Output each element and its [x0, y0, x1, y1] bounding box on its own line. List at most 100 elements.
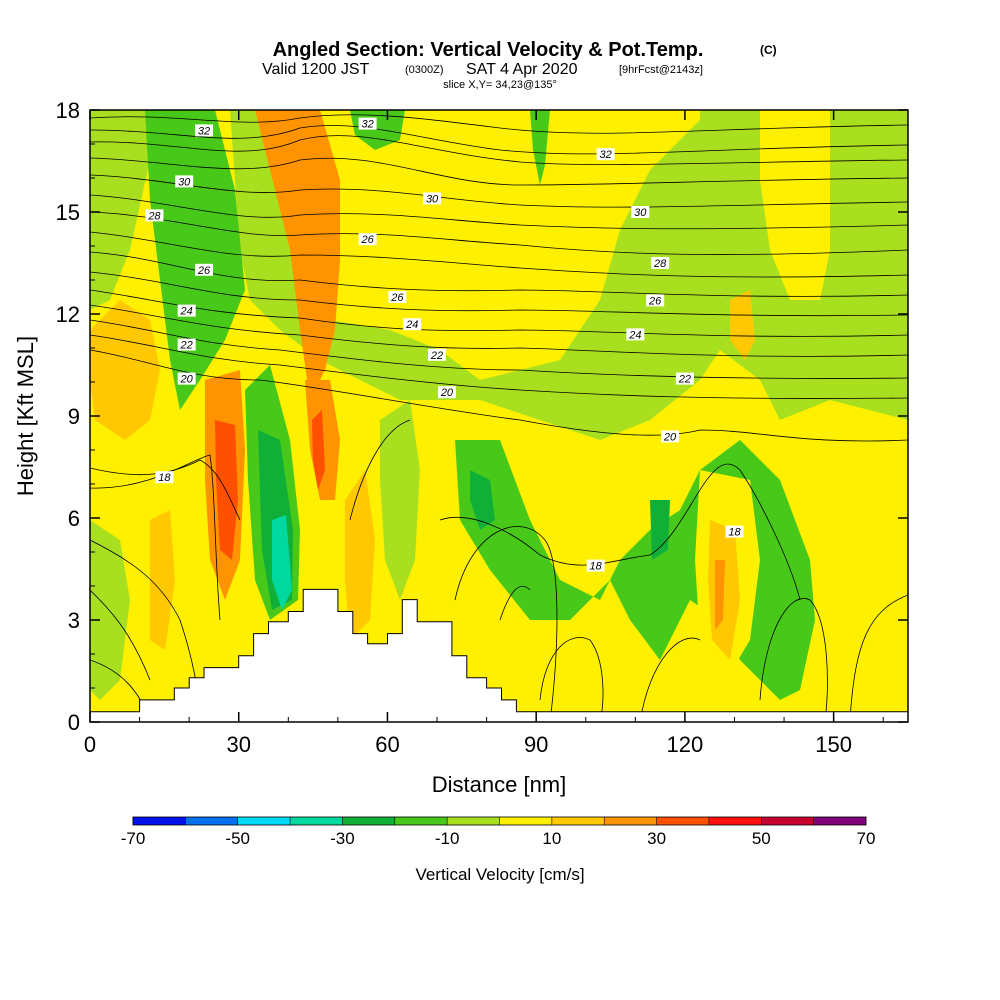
- contour-label: 18: [155, 471, 174, 484]
- contour-label: 20: [437, 386, 456, 399]
- velocity-red-col-30nm: [215, 420, 238, 560]
- contour-label-text: 20: [663, 431, 677, 443]
- contour-label-bg: [195, 124, 214, 137]
- contour-label-bg: [423, 192, 442, 205]
- theta-contour-low-10: [639, 637, 701, 722]
- contour-label-bg: [358, 233, 377, 246]
- contour-label: 30: [175, 175, 194, 188]
- velocity-darkgreen-basin-2: [650, 500, 670, 560]
- colorbar-swatch: [604, 817, 657, 825]
- colorbar-tick-label: 70: [857, 829, 876, 848]
- contour-label: 22: [675, 372, 694, 386]
- y-axis-title: Height [Kft MSL]: [13, 336, 38, 496]
- contour-label-text: 20: [180, 374, 194, 386]
- contour-label: 26: [358, 233, 377, 246]
- contour-label-bg: [175, 175, 194, 188]
- contour-label-text: 32: [599, 149, 611, 161]
- contour-label-text: 32: [198, 125, 210, 137]
- contour-label-text: 26: [648, 295, 662, 307]
- contour-label-bg: [177, 304, 196, 317]
- velocity-red-col-45nm: [312, 410, 325, 490]
- contour-label-text: 20: [440, 387, 454, 399]
- colorbar-swatch: [656, 817, 709, 825]
- contour-label-bg: [437, 386, 456, 399]
- x-tick-label: 30: [226, 732, 250, 757]
- velocity-orange-col-55nm: [345, 470, 375, 640]
- y-tick-label: 9: [68, 404, 80, 429]
- contour-label: 30: [631, 206, 650, 219]
- theta-contour-low-6: [499, 585, 531, 621]
- colorbar-tick-label: -30: [330, 829, 355, 848]
- copyright-mark: (C): [760, 43, 777, 57]
- theta-contour-low-8: [759, 598, 828, 722]
- velocity-darkorange-right-col: [715, 560, 725, 630]
- contour-label: 32: [195, 124, 214, 137]
- x-axis-title: Distance [nm]: [432, 772, 567, 797]
- colorbar-swatch: [708, 817, 762, 825]
- terrain: [90, 588, 908, 722]
- y-tick-label: 3: [68, 608, 80, 633]
- velocity-orange-low-left: [150, 510, 175, 650]
- contour-label: 28: [145, 209, 164, 222]
- valid-time-prefix: Valid 1200 JST: [262, 61, 370, 78]
- velocity-yellow-basin-lobe: [590, 460, 610, 520]
- colorbar-title: Vertical Velocity [cm/s]: [415, 865, 584, 884]
- colorbar-tick-label: 30: [647, 829, 666, 848]
- theta-contours: [90, 114, 908, 722]
- colorbar-swatch: [447, 817, 500, 825]
- contour-label: 32: [358, 117, 377, 131]
- valid-date: SAT 4 Apr 2020: [466, 61, 578, 78]
- theta-contour-24: [90, 289, 908, 337]
- contour-label-bg: [661, 430, 680, 443]
- theta-contour-25: [90, 271, 908, 317]
- contour-label-text: 22: [430, 350, 443, 362]
- contour-label-text: 22: [180, 340, 193, 352]
- contour-label-bg: [155, 471, 174, 484]
- colorbar-swatch: [551, 817, 605, 825]
- contour-label: 18: [725, 525, 744, 539]
- theta-contour-31: [90, 157, 908, 186]
- contour-label: 26: [646, 294, 665, 307]
- colorbar-swatch: [133, 817, 186, 825]
- colorbar-tick-label: -50: [225, 829, 250, 848]
- velocity-yellow-right-upper: [760, 110, 830, 300]
- colorbar-swatch: [342, 817, 395, 825]
- contour-label: 20: [177, 372, 196, 386]
- contour-label-text: 26: [390, 292, 404, 304]
- contour-label: 18: [586, 559, 605, 573]
- colorbar-swatch: [499, 817, 552, 825]
- x-tick-label: 150: [815, 732, 852, 757]
- contour-label-text: 32: [361, 119, 373, 131]
- theta-contour-low-2: [90, 589, 151, 681]
- theta-contour-29: [90, 194, 908, 230]
- colorbar-tick-label: 10: [542, 829, 561, 848]
- contour-label: 32: [596, 148, 615, 161]
- colorbar-swatch: [761, 817, 814, 825]
- contour-label-text: 18: [728, 527, 741, 539]
- colorbar-tick-label: 50: [752, 829, 771, 848]
- theta-contour-low-9: [849, 594, 908, 721]
- contour-label: 22: [428, 348, 447, 362]
- velocity-orange-right-upper: [730, 290, 755, 360]
- contour-label-bg: [725, 525, 744, 538]
- contour-label-bg: [177, 372, 196, 385]
- colorbar-tick-label: -10: [435, 829, 460, 848]
- theta-contour-28: [90, 211, 908, 255]
- velocity-field: [90, 110, 908, 722]
- colorbar: -70 -50 -30 -10 10 30 50 70: [121, 816, 876, 848]
- theta-contour-27: [90, 231, 908, 278]
- theta-contour-low-4: [349, 419, 411, 521]
- contour-label-text: 26: [197, 265, 211, 277]
- chart-title: Angled Section: Vertical Velocity & Pot.…: [273, 39, 704, 61]
- contour-label-text: 30: [634, 207, 647, 219]
- contour-label-bg: [626, 328, 645, 341]
- contour-label-text: 18: [590, 561, 603, 573]
- contour-label-text: 24: [180, 306, 193, 318]
- contour-label-text: 26: [360, 234, 374, 246]
- colorbar-tick-label: -70: [121, 829, 146, 848]
- colorbar-swatch: [290, 817, 343, 825]
- contour-label-text: 30: [178, 176, 191, 188]
- contour-label-bg: [195, 263, 214, 276]
- theta-contour-32: [90, 135, 908, 165]
